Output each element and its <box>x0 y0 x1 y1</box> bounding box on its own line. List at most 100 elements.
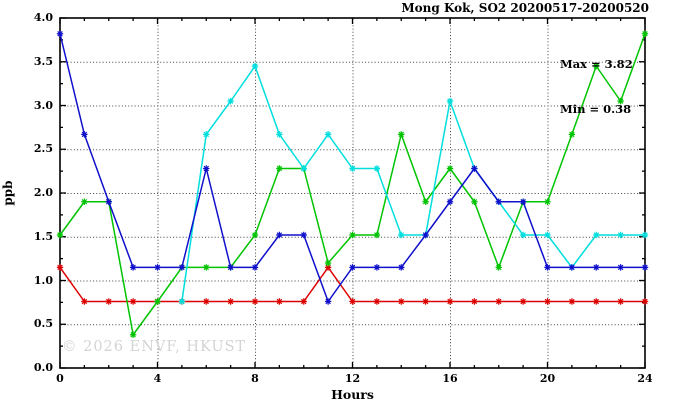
blue-marker <box>495 198 502 205</box>
cyan-marker <box>178 298 186 305</box>
x-tick-label: 24 <box>637 372 653 385</box>
green-marker <box>56 231 64 239</box>
blue-marker <box>154 264 161 271</box>
red-marker <box>227 298 234 305</box>
x-tick-label: 4 <box>153 372 162 385</box>
cyan-marker <box>324 131 332 138</box>
y-tick-label: 2.5 <box>33 142 53 156</box>
red-marker <box>641 298 649 305</box>
chart-title: Mong Kok, SO2 20200517-20200520 <box>401 1 649 15</box>
cyan-marker <box>617 231 624 239</box>
green-marker <box>641 30 649 37</box>
red-marker <box>519 298 527 305</box>
blue-marker <box>519 198 527 205</box>
red-marker <box>81 298 88 305</box>
blue-marker <box>422 231 429 239</box>
blue-marker <box>593 264 600 271</box>
cyan-marker <box>227 97 234 105</box>
red-marker <box>105 298 112 305</box>
green-marker <box>203 264 210 271</box>
cyan-marker <box>373 165 381 172</box>
red-marker <box>617 298 624 305</box>
blue-marker <box>81 131 88 138</box>
cyan-line <box>181 65 645 302</box>
cyan-marker <box>251 62 259 70</box>
blue-marker <box>617 264 624 271</box>
watermark: © 2026 ENVF, HKUST <box>62 339 247 355</box>
cyan-marker <box>300 165 307 172</box>
blue-marker <box>568 264 576 271</box>
blue-marker <box>56 30 64 37</box>
green-marker <box>398 131 405 138</box>
red-marker <box>300 298 307 305</box>
blue-marker <box>324 298 332 305</box>
y-tick-label: 0.5 <box>33 317 53 331</box>
green-marker <box>324 259 332 267</box>
green-marker <box>373 231 381 239</box>
cyan-marker <box>641 231 649 239</box>
blue-marker <box>105 198 112 205</box>
cyan-marker <box>349 165 356 172</box>
red-marker <box>398 298 405 305</box>
red-marker <box>495 298 502 305</box>
x-axis-label: Hours <box>331 387 374 402</box>
cyan-marker <box>398 231 405 239</box>
blue-marker <box>203 165 210 172</box>
max-annotation: Max = 3.82 <box>560 57 633 71</box>
cyan-marker <box>446 97 454 105</box>
cyan-marker <box>519 231 527 239</box>
y-tick-label: 2.0 <box>33 186 53 199</box>
cyan-marker <box>203 131 210 138</box>
blue-marker <box>300 231 307 239</box>
blue-marker <box>227 264 234 271</box>
green-marker <box>495 264 502 271</box>
red-marker <box>471 298 478 305</box>
green-marker <box>471 198 478 205</box>
y-tick-label: 4.0 <box>33 11 53 24</box>
green-marker <box>446 165 454 172</box>
green-marker <box>593 62 600 70</box>
x-tick-label: 0 <box>56 372 64 385</box>
red-marker <box>593 298 600 305</box>
blue-marker <box>446 198 454 205</box>
x-tick-label: 20 <box>539 372 556 385</box>
blue-marker <box>251 264 259 271</box>
red-marker <box>349 298 356 305</box>
red-marker <box>324 264 332 271</box>
blue-marker <box>178 264 186 271</box>
red-marker <box>203 298 210 305</box>
min-annotation: Min = 0.38 <box>560 102 632 116</box>
blue-marker <box>398 264 405 271</box>
blue-marker <box>373 264 381 271</box>
y-tick-label: 3.0 <box>33 98 53 112</box>
red-marker <box>251 298 259 305</box>
red-marker <box>568 298 576 305</box>
y-tick-label: 3.5 <box>33 54 53 68</box>
max-min-annotation: Max = 3.82 Min = 0.38 <box>560 27 633 147</box>
green-marker <box>129 331 137 338</box>
blue-marker <box>641 264 649 271</box>
green-marker <box>544 198 551 205</box>
cyan-marker <box>544 231 551 239</box>
blue-marker <box>276 231 283 239</box>
blue-marker <box>129 264 137 271</box>
red-marker <box>56 264 64 271</box>
green-marker <box>81 198 88 205</box>
red-marker <box>129 298 137 305</box>
green-marker <box>154 298 161 305</box>
blue-marker <box>544 264 551 271</box>
green-marker <box>251 231 259 239</box>
red-marker <box>422 298 429 305</box>
y-tick-label: 1.5 <box>33 229 53 243</box>
x-tick-label: 8 <box>251 372 259 385</box>
green-marker <box>422 198 429 205</box>
y-tick-label: 0.0 <box>33 361 53 374</box>
green-line <box>59 33 646 336</box>
cyan-marker <box>593 231 600 239</box>
green-marker <box>568 131 576 138</box>
green-marker <box>349 231 356 239</box>
green-marker <box>276 165 283 172</box>
blue-marker <box>349 264 356 271</box>
